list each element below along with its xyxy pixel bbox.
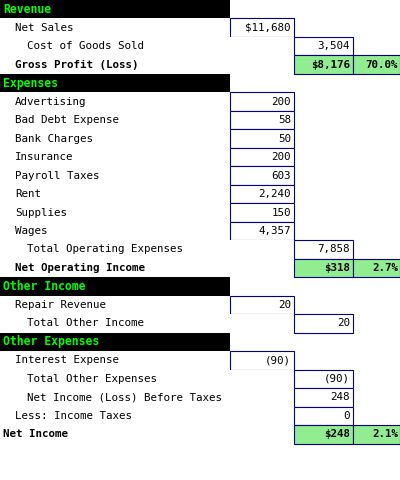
Text: $318: $318 xyxy=(324,263,350,273)
Bar xyxy=(0,240,400,259)
Text: (90): (90) xyxy=(265,355,291,365)
Bar xyxy=(0,92,400,111)
Text: Repair Revenue: Repair Revenue xyxy=(15,300,106,310)
Bar xyxy=(0,0,230,19)
Bar xyxy=(0,55,400,74)
Bar xyxy=(230,111,294,129)
Text: 200: 200 xyxy=(271,96,291,107)
Bar xyxy=(230,185,294,204)
Text: Cost of Goods Sold: Cost of Goods Sold xyxy=(27,41,144,51)
Text: $8,176: $8,176 xyxy=(311,60,350,70)
Text: Total Other Expenses: Total Other Expenses xyxy=(27,374,157,384)
Text: Interest Expense: Interest Expense xyxy=(15,355,119,365)
Text: 2.1%: 2.1% xyxy=(372,429,398,439)
Bar xyxy=(0,111,400,129)
Bar xyxy=(294,314,353,333)
Text: Net Operating Income: Net Operating Income xyxy=(15,263,145,273)
Bar xyxy=(230,222,294,240)
Text: Total Operating Expenses: Total Operating Expenses xyxy=(27,244,183,254)
Text: Payroll Taxes: Payroll Taxes xyxy=(15,170,100,180)
Bar xyxy=(0,222,400,240)
Bar xyxy=(230,19,294,37)
Text: 58: 58 xyxy=(278,115,291,125)
Text: (90): (90) xyxy=(324,374,350,384)
Bar xyxy=(0,277,230,296)
Bar xyxy=(0,296,400,314)
Bar xyxy=(230,167,294,185)
Text: Insurance: Insurance xyxy=(15,152,74,162)
Bar xyxy=(0,314,400,333)
Bar xyxy=(0,37,400,55)
Bar xyxy=(353,55,400,74)
Text: 2,240: 2,240 xyxy=(258,189,291,199)
Bar xyxy=(230,130,294,148)
Bar xyxy=(0,19,400,37)
Text: Supplies: Supplies xyxy=(15,207,67,217)
Bar xyxy=(0,425,400,444)
Bar xyxy=(0,333,230,351)
Bar xyxy=(0,388,400,407)
Bar xyxy=(0,407,400,425)
Bar xyxy=(0,204,400,222)
Text: Other Expenses: Other Expenses xyxy=(3,336,100,348)
Bar xyxy=(0,74,230,92)
Text: 20: 20 xyxy=(337,318,350,328)
Text: Net Income (Loss) Before Taxes: Net Income (Loss) Before Taxes xyxy=(27,392,222,402)
Bar xyxy=(230,204,294,222)
Text: Other Income: Other Income xyxy=(3,280,86,293)
Text: $11,680: $11,680 xyxy=(245,23,291,33)
Bar xyxy=(294,55,353,74)
Bar xyxy=(294,37,353,55)
Bar xyxy=(294,425,353,444)
Text: Gross Profit (Loss): Gross Profit (Loss) xyxy=(15,60,139,70)
Bar xyxy=(230,148,294,167)
Bar xyxy=(353,259,400,277)
Bar xyxy=(0,148,400,167)
Text: Bank Charges: Bank Charges xyxy=(15,133,93,144)
Text: $248: $248 xyxy=(324,429,350,439)
Text: Advertising: Advertising xyxy=(15,96,87,107)
Text: Rent: Rent xyxy=(15,189,41,199)
Text: 0: 0 xyxy=(344,411,350,421)
Bar xyxy=(0,370,400,388)
Bar xyxy=(0,130,400,148)
Bar xyxy=(230,351,294,370)
Text: 603: 603 xyxy=(271,170,291,180)
Text: 50: 50 xyxy=(278,133,291,144)
Text: Total Other Income: Total Other Income xyxy=(27,318,144,328)
Text: 7,858: 7,858 xyxy=(318,244,350,254)
Text: Bad Debt Expense: Bad Debt Expense xyxy=(15,115,119,125)
Bar xyxy=(230,296,294,314)
Text: 200: 200 xyxy=(271,152,291,162)
Bar xyxy=(294,407,353,425)
Text: Wages: Wages xyxy=(15,226,48,236)
Text: Net Income: Net Income xyxy=(3,429,68,439)
Bar xyxy=(294,370,353,388)
Text: Expenses: Expenses xyxy=(3,77,58,90)
Text: 70.0%: 70.0% xyxy=(366,60,398,70)
Bar xyxy=(0,351,400,370)
Bar xyxy=(0,167,400,185)
Bar xyxy=(230,92,294,111)
Text: 150: 150 xyxy=(271,207,291,217)
Bar xyxy=(294,240,353,259)
Bar xyxy=(0,185,400,204)
Text: Revenue: Revenue xyxy=(3,3,51,16)
Text: Net Sales: Net Sales xyxy=(15,23,74,33)
Text: 4,357: 4,357 xyxy=(258,226,291,236)
Bar xyxy=(294,388,353,407)
Text: 20: 20 xyxy=(278,300,291,310)
Text: 3,504: 3,504 xyxy=(318,41,350,51)
Text: 2.7%: 2.7% xyxy=(372,263,398,273)
Bar xyxy=(0,259,400,277)
Text: Less: Income Taxes: Less: Income Taxes xyxy=(15,411,132,421)
Bar xyxy=(353,425,400,444)
Bar xyxy=(294,259,353,277)
Text: 248: 248 xyxy=(330,392,350,402)
